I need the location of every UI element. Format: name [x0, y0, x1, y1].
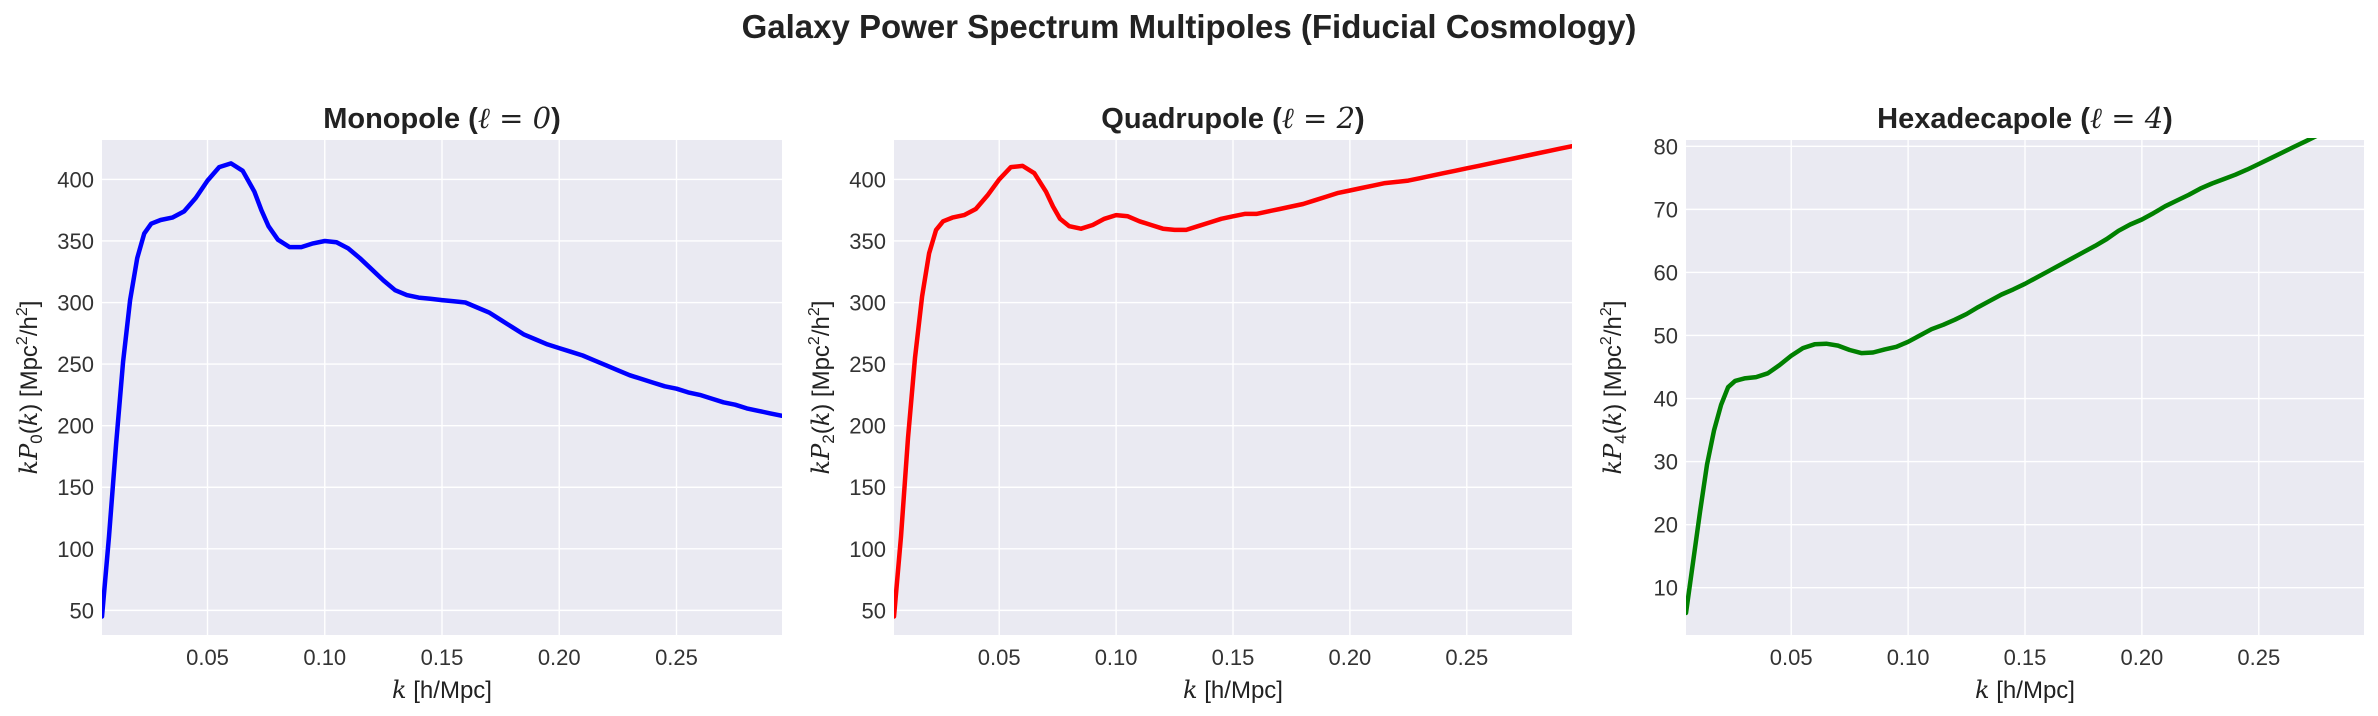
x-axis-label: k [h/Mpc]: [1183, 676, 1283, 704]
y-tick-label: 10: [1654, 576, 1678, 601]
y-tick-label: 350: [849, 229, 886, 254]
x-tick-label: 0.25: [655, 645, 698, 670]
y-tick-label: 20: [1654, 513, 1678, 538]
x-tick-label: 0.05: [186, 645, 229, 670]
y-tick-label: 150: [849, 475, 886, 500]
y-tick-label: 50: [70, 598, 94, 623]
panel-2: 0.05 0.10 0.15 0.20 0.25 50 100 150 200 250 300 350…: [806, 101, 1572, 704]
x-tick-label: 0.15: [2004, 645, 2047, 670]
x-tick-label: 0.20: [538, 645, 581, 670]
y-tick-label: 80: [1654, 134, 1678, 159]
y-tick-label: 350: [57, 229, 94, 254]
y-tick-label: 250: [57, 352, 94, 377]
y-tick-label: 200: [57, 414, 94, 439]
y-axis-label: kP0(k) [Mpc2/h2]: [14, 301, 46, 475]
y-tick-label: 70: [1654, 197, 1678, 222]
x-tick-label: 0.05: [978, 645, 1021, 670]
y-tick-label: 200: [849, 414, 886, 439]
x-axis-label: k [h/Mpc]: [1975, 676, 2075, 704]
panel-title: Quadrupole (ℓ = 2): [1101, 101, 1364, 135]
panel-title: Monopole (ℓ = 0): [323, 101, 561, 135]
y-axis-label: kP2(k) [Mpc2/h2]: [806, 301, 838, 475]
y-tick-label: 300: [57, 291, 94, 316]
x-tick-label: 0.10: [1095, 645, 1138, 670]
panel-1: 0.05 0.10 0.15 0.20 0.25 50 100 150 200 250 300 350…: [14, 101, 782, 704]
y-axis-label: kP4(k) [Mpc2/h2]: [1598, 301, 1630, 475]
x-tick-label: 0.15: [1212, 645, 1255, 670]
x-axis-label: k [h/Mpc]: [392, 676, 492, 704]
x-tick-label: 0.25: [1445, 645, 1488, 670]
series-line: [894, 143, 1572, 619]
x-tick-label: 0.25: [2237, 645, 2280, 670]
figure-title: Galaxy Power Spectrum Multipoles (Fiduci…: [741, 8, 1637, 45]
y-tick-label: 50: [1654, 323, 1678, 348]
x-tick-label: 0.05: [1770, 645, 1813, 670]
y-tick-label: 150: [57, 475, 94, 500]
y-tick-label: 30: [1654, 450, 1678, 475]
y-tick-label: 40: [1654, 387, 1678, 412]
y-tick-label: 100: [849, 537, 886, 562]
y-tick-label: 300: [849, 291, 886, 316]
y-tick-label: 250: [849, 352, 886, 377]
y-tick-label: 100: [57, 537, 94, 562]
series-line: [1686, 138, 2318, 616]
x-tick-label: 0.20: [2120, 645, 2163, 670]
x-tick-label: 0.10: [303, 645, 346, 670]
panel-title: Hexadecapole (ℓ = 4): [1877, 101, 2173, 135]
panel-3: 0.05 0.10 0.15 0.20 0.25 10 20 30 40 50 60 70 80 Hexa…: [1598, 101, 2364, 704]
x-tick-label: 0.10: [1887, 645, 1930, 670]
y-tick-label: 60: [1654, 260, 1678, 285]
x-tick-label: 0.15: [421, 645, 464, 670]
series-line: [102, 161, 782, 619]
x-tick-label: 0.20: [1328, 645, 1371, 670]
y-tick-label: 400: [849, 167, 886, 192]
y-tick-label: 400: [57, 167, 94, 192]
y-tick-label: 50: [862, 598, 886, 623]
